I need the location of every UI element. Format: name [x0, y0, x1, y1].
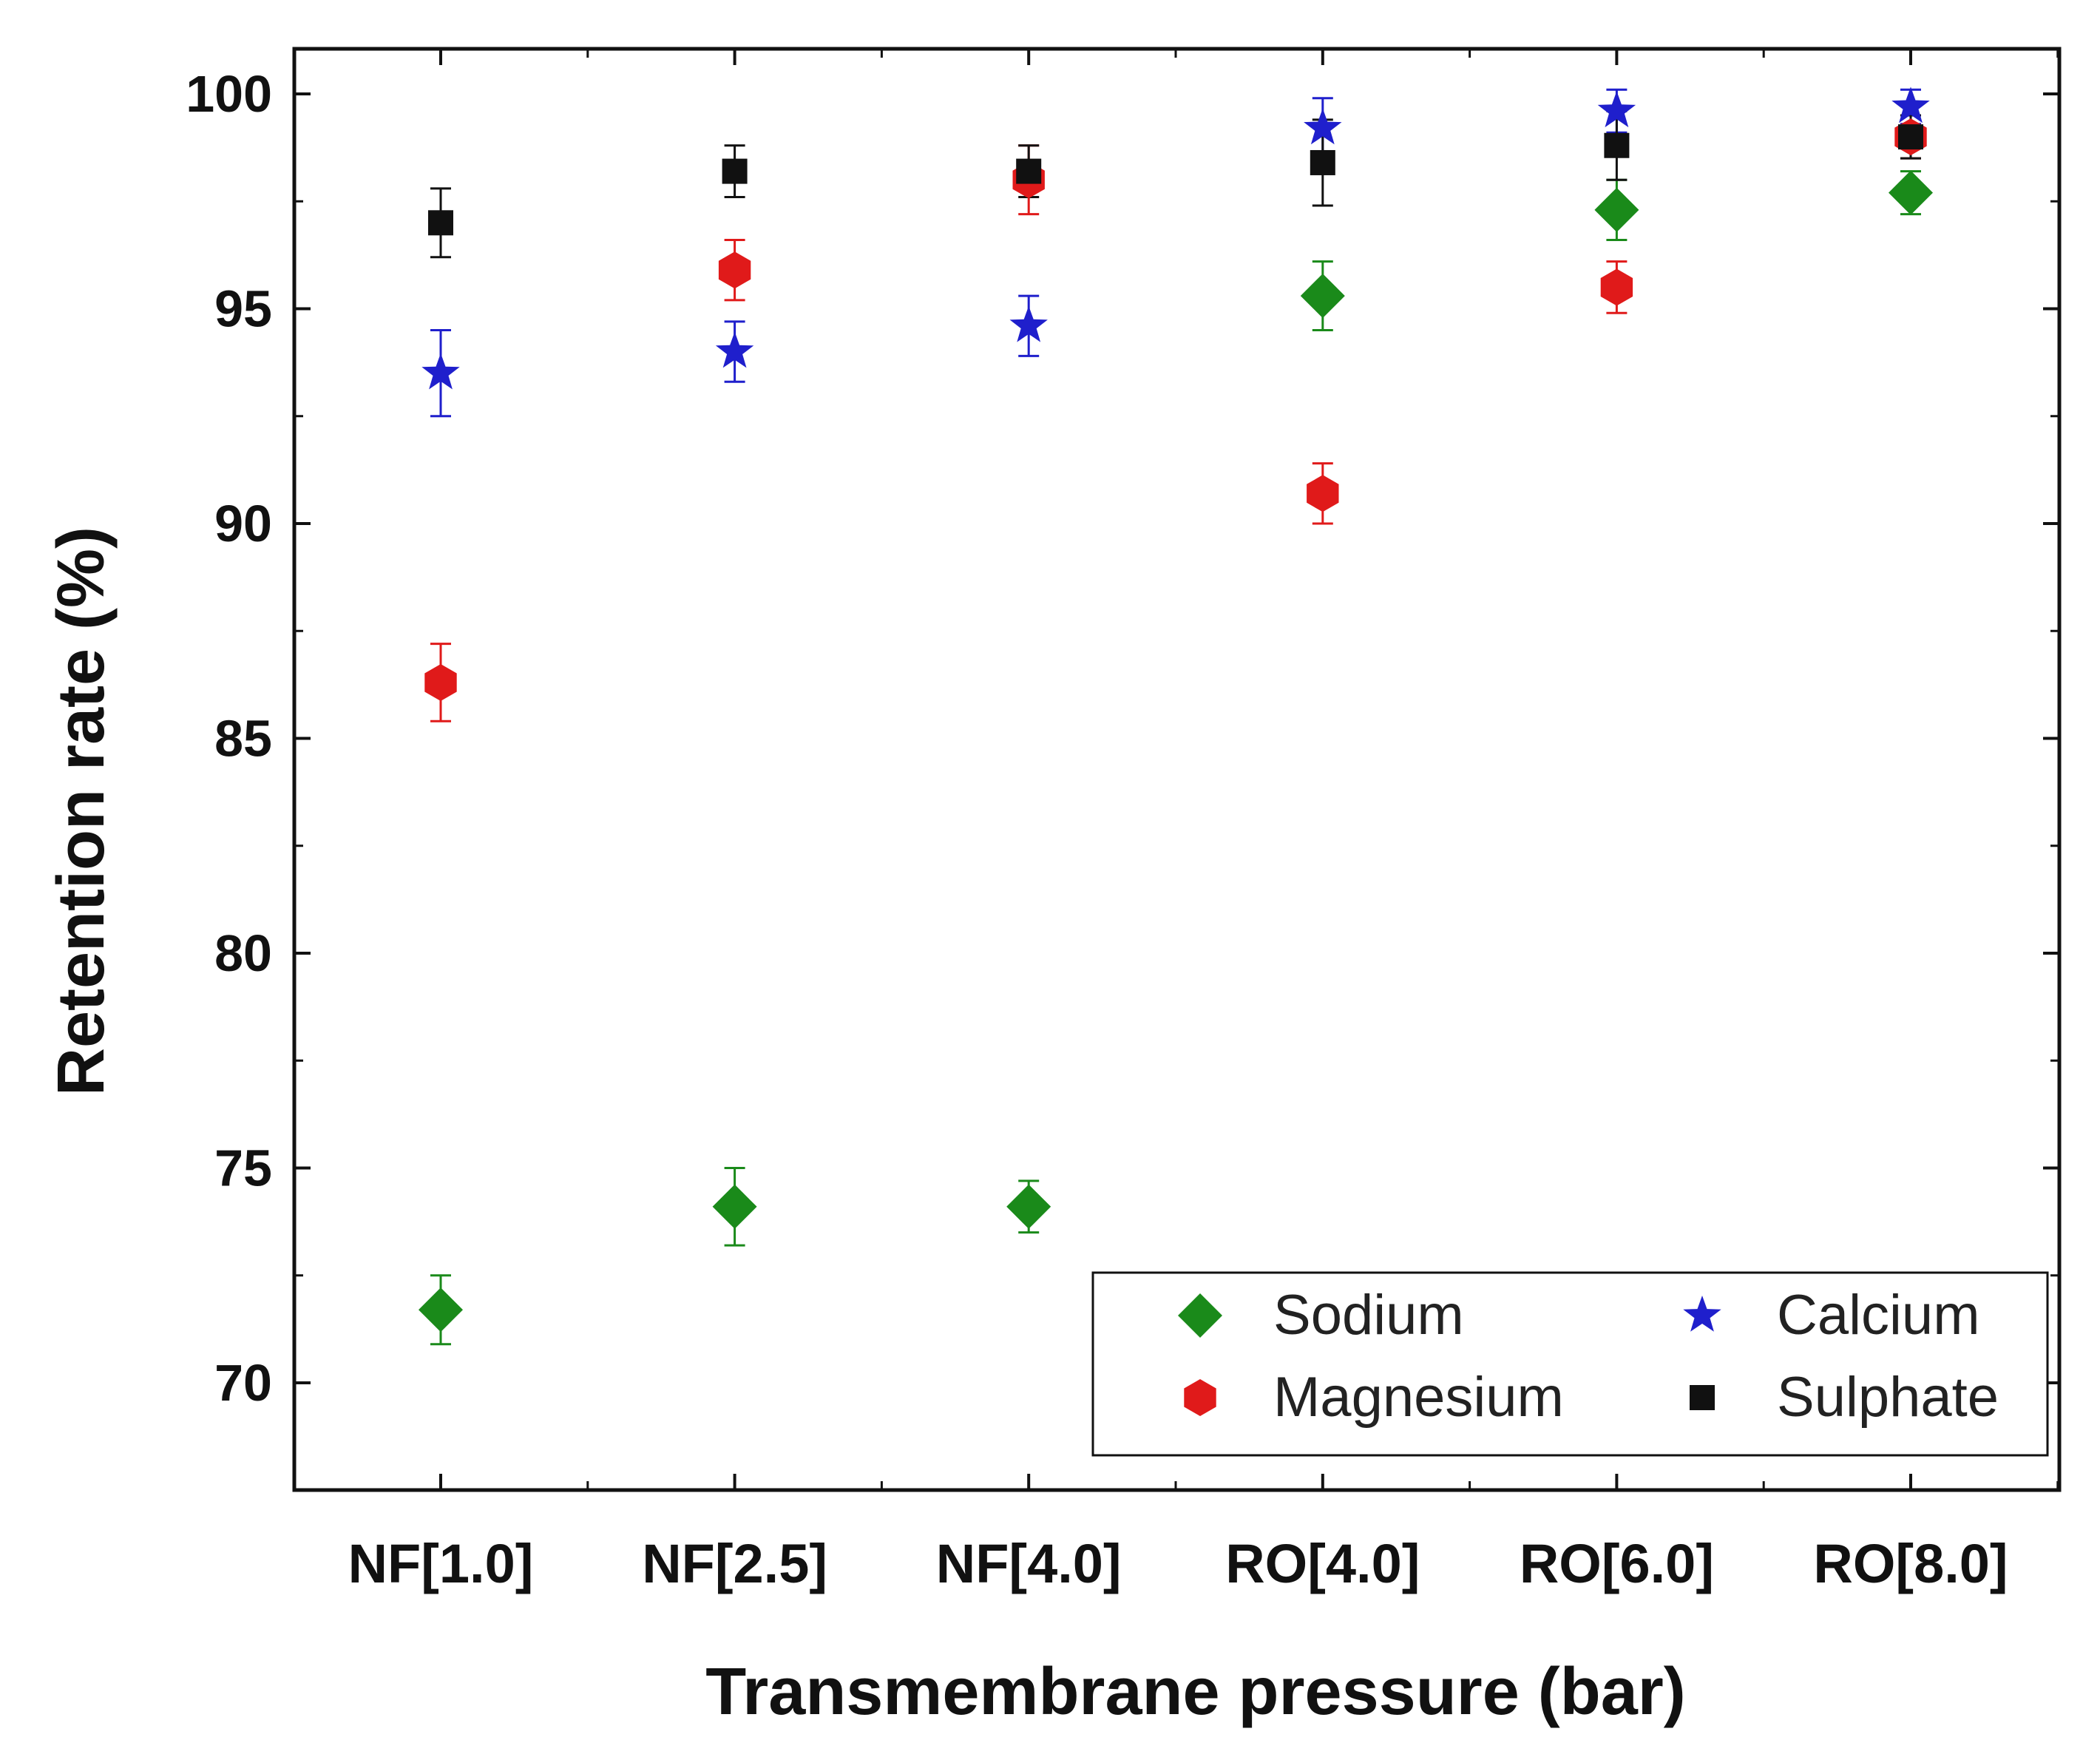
x-tick-label: NF[4.0] [936, 1533, 1122, 1594]
legend-entry-sulphate: Sulphate [1690, 1366, 1999, 1429]
calcium-point [1891, 87, 1930, 123]
legend-box [1091, 1271, 2049, 1457]
legend-entry-calcium: Calcium [1683, 1284, 1980, 1347]
legend-entry-magnesium: Magnesium [1184, 1366, 1564, 1429]
magnesium-point [1307, 475, 1339, 512]
sulphate-point [1310, 149, 1335, 175]
x-tick-label: RO[6.0] [1520, 1533, 1714, 1594]
x-tick-label: NF[1.0] [348, 1533, 534, 1594]
sodium-point [1300, 274, 1345, 319]
legend: Sodium Calcium Magnesium Sulphate [1091, 1271, 2049, 1457]
legend-label-sodium: Sodium [1273, 1284, 1464, 1347]
error-bars [430, 88, 1921, 1346]
x-tick-label: RO[4.0] [1225, 1533, 1420, 1594]
y-tick-label: 85 [214, 710, 272, 768]
legend-marker-calcium [1683, 1296, 1721, 1332]
sodium-point [1594, 187, 1639, 232]
legend-label-sulphate: Sulphate [1777, 1366, 1999, 1429]
magnesium-point [424, 664, 457, 701]
calcium-point [1304, 108, 1342, 145]
legend-marker-sodium [1178, 1293, 1222, 1338]
data-markers [419, 87, 1933, 1333]
calcium-point [1597, 91, 1636, 128]
sulphate-point [1898, 124, 1923, 150]
y-tick-label: 100 [186, 65, 272, 123]
calcium-point [421, 353, 460, 390]
magnesium-point [1600, 268, 1633, 306]
x-axis-title: Transmembrane pressure (bar) [705, 1655, 1686, 1729]
sodium-point [712, 1184, 757, 1229]
calcium-point [715, 331, 754, 368]
legend-label-calcium: Calcium [1777, 1284, 1980, 1347]
sulphate-point [428, 210, 453, 236]
sodium-point [419, 1287, 463, 1333]
legend-marker-sulphate [1690, 1385, 1715, 1410]
y-tick-label: 95 [214, 280, 272, 338]
y-tick-label: 80 [214, 924, 272, 982]
sulphate-point [1604, 132, 1630, 158]
sulphate-point [722, 158, 748, 184]
x-tick-label: RO[8.0] [1813, 1533, 2008, 1594]
y-tick-label: 70 [214, 1354, 272, 1412]
legend-label-magnesium: Magnesium [1273, 1366, 1564, 1429]
y-tick-label: 90 [214, 495, 272, 552]
y-axis-ticks: 70 75 80 85 90 95 100 [186, 65, 2059, 1492]
sulphate-point [1016, 158, 1042, 184]
legend-marker-magnesium [1184, 1379, 1216, 1416]
calcium-point [1009, 305, 1048, 342]
legend-entry-sodium: Sodium [1178, 1284, 1464, 1347]
sodium-point [1889, 170, 1933, 215]
x-axis-ticks: NF[1.0] NF[2.5] NF[4.0] RO[4.0] RO[6.0] RO[8.… [348, 49, 2059, 1594]
y-axis-title: Retention rate (%) [44, 527, 118, 1096]
x-tick-label: NF[2.5] [642, 1533, 827, 1594]
sodium-point [1006, 1184, 1051, 1229]
magnesium-point [718, 251, 751, 289]
y-tick-label: 75 [214, 1140, 272, 1197]
